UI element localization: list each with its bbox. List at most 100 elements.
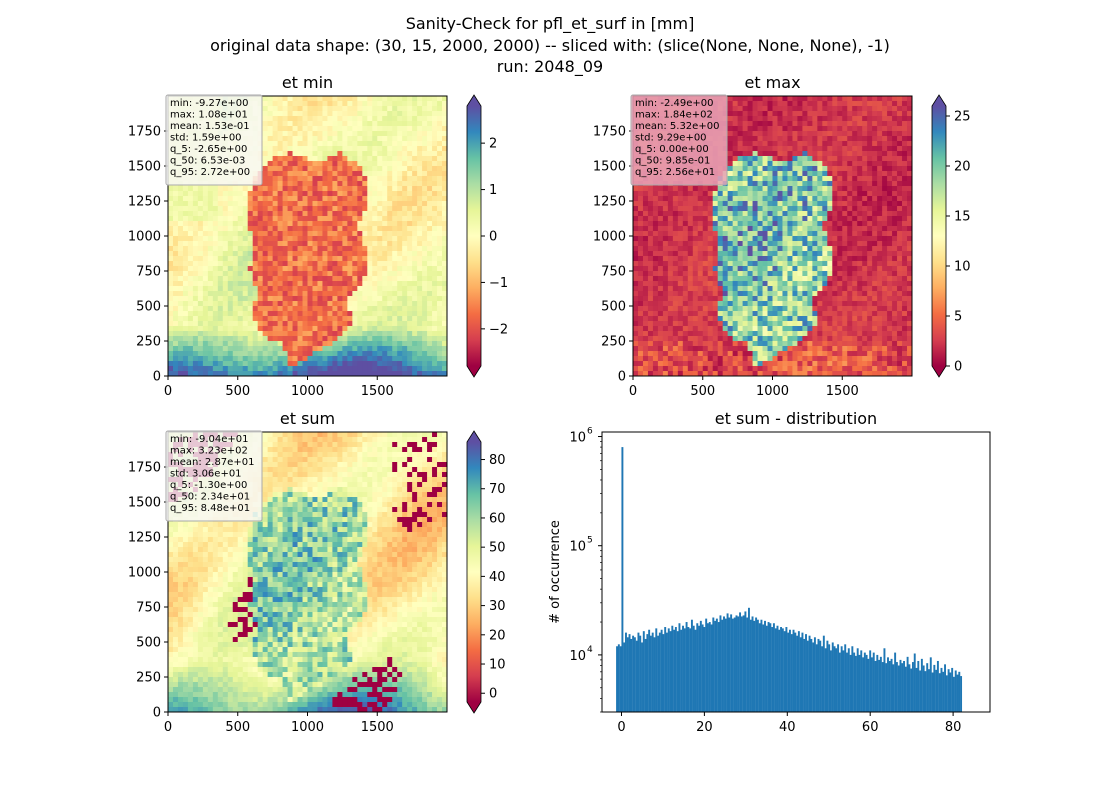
heatmap-cell bbox=[372, 191, 378, 197]
heatmap-cell bbox=[377, 351, 383, 357]
heatmap-cell bbox=[282, 366, 288, 372]
heatmap-cell bbox=[377, 266, 383, 272]
heatmap-cell bbox=[657, 246, 664, 252]
heatmap-cell bbox=[742, 156, 748, 162]
heatmap-cell bbox=[747, 196, 753, 202]
heatmap-cell bbox=[792, 116, 798, 122]
heatmap-cell bbox=[217, 326, 224, 332]
heatmap-cell bbox=[317, 281, 323, 287]
heatmap-cell bbox=[372, 141, 378, 147]
heatmap-cell bbox=[877, 186, 883, 192]
heatmap-cell bbox=[297, 201, 303, 207]
heatmap-cell bbox=[887, 101, 893, 107]
heatmap-cell bbox=[197, 196, 204, 202]
heatmap-cell bbox=[247, 236, 254, 242]
heatmap-cell bbox=[322, 226, 328, 232]
heatmap-cell bbox=[337, 206, 343, 212]
heatmap-cell bbox=[222, 226, 229, 232]
heatmap-cell bbox=[787, 186, 793, 192]
heatmap-cell bbox=[277, 166, 283, 172]
heatmap-cell bbox=[407, 156, 413, 162]
heatmap-cell bbox=[377, 336, 383, 342]
heatmap-cell bbox=[352, 331, 358, 337]
heatmap-cell bbox=[727, 246, 734, 252]
heatmap-cell bbox=[397, 316, 403, 322]
heatmap-cell bbox=[252, 281, 259, 287]
heatmap-cell bbox=[347, 361, 353, 367]
heatmap-cell bbox=[667, 256, 674, 262]
heatmap-cell bbox=[177, 261, 184, 267]
heatmap-cell bbox=[837, 211, 843, 217]
heatmap-cell bbox=[367, 281, 373, 287]
heatmap-cell bbox=[342, 221, 348, 227]
heatmap-cell bbox=[412, 346, 418, 352]
heatmap-cell bbox=[857, 231, 863, 237]
heatmap-cell bbox=[392, 246, 398, 252]
heatmap-cell bbox=[387, 171, 393, 177]
heatmap-cell bbox=[192, 341, 199, 347]
heatmap-cell bbox=[297, 186, 303, 192]
heatmap-cell bbox=[392, 201, 398, 207]
heatmap-cell bbox=[392, 131, 398, 137]
heatmap-cell bbox=[742, 246, 748, 252]
heatmap-cell bbox=[332, 226, 338, 232]
heatmap-cell bbox=[352, 241, 358, 247]
heatmap-cell bbox=[852, 236, 858, 242]
heatmap-cell bbox=[407, 206, 413, 212]
heatmap-cell bbox=[832, 146, 838, 152]
heatmap-cell bbox=[832, 136, 838, 142]
heatmap-cell bbox=[307, 221, 313, 227]
heatmap-cell bbox=[412, 201, 418, 207]
heatmap-cell bbox=[262, 371, 269, 377]
heatmap-cell bbox=[312, 166, 318, 172]
heatmap-cell bbox=[212, 281, 219, 287]
heatmap-cell bbox=[857, 126, 863, 132]
heatmap-cell bbox=[347, 176, 353, 182]
heatmap-cell bbox=[342, 131, 348, 137]
heatmap-cell bbox=[872, 146, 878, 152]
heatmap-cell bbox=[322, 216, 328, 222]
heatmap-cell bbox=[217, 366, 224, 372]
heatmap-cell bbox=[272, 231, 279, 237]
heatmap-cell bbox=[307, 316, 313, 322]
heatmap-cell bbox=[652, 256, 659, 262]
heatmap-cell bbox=[347, 236, 353, 242]
heatmap-cell bbox=[372, 166, 378, 172]
heatmap-cell bbox=[832, 171, 838, 177]
heatmap-cell bbox=[287, 286, 293, 292]
heatmap-cell bbox=[192, 311, 199, 317]
heatmap-cell bbox=[707, 226, 714, 232]
heatmap-cell bbox=[312, 96, 318, 102]
heatmap-cell bbox=[887, 176, 893, 182]
heatmap-cell bbox=[322, 131, 328, 137]
heatmap-cell bbox=[327, 121, 333, 127]
heatmap-cell bbox=[267, 366, 274, 372]
heatmap-cell bbox=[882, 201, 888, 207]
heatmap-cell bbox=[862, 116, 868, 122]
heatmap-cell bbox=[242, 221, 249, 227]
heatmap-cell bbox=[267, 291, 274, 297]
heatmap-cell bbox=[337, 271, 343, 277]
heatmap-cell bbox=[432, 116, 438, 122]
heatmap-cell bbox=[387, 101, 393, 107]
heatmap-cell bbox=[367, 311, 373, 317]
heatmap-cell bbox=[182, 226, 189, 232]
heatmap-cell bbox=[292, 161, 298, 167]
heatmap-cell bbox=[907, 236, 913, 242]
heatmap-cell bbox=[282, 166, 288, 172]
heatmap-cell bbox=[337, 341, 343, 347]
heatmap-cell bbox=[392, 211, 398, 217]
heatmap-cell bbox=[207, 216, 214, 222]
heatmap-cell bbox=[252, 346, 259, 352]
heatmap-cell bbox=[767, 141, 773, 147]
heatmap-cell bbox=[282, 221, 288, 227]
heatmap-cell bbox=[687, 246, 694, 252]
heatmap-cell bbox=[432, 151, 438, 157]
heatmap-cell bbox=[242, 326, 249, 332]
heatmap-cell bbox=[882, 241, 888, 247]
heatmap-cell bbox=[407, 101, 413, 107]
heatmap-cell bbox=[252, 316, 259, 322]
heatmap-cell bbox=[292, 146, 298, 152]
heatmap-cell bbox=[322, 191, 328, 197]
heatmap-cell bbox=[247, 331, 254, 337]
